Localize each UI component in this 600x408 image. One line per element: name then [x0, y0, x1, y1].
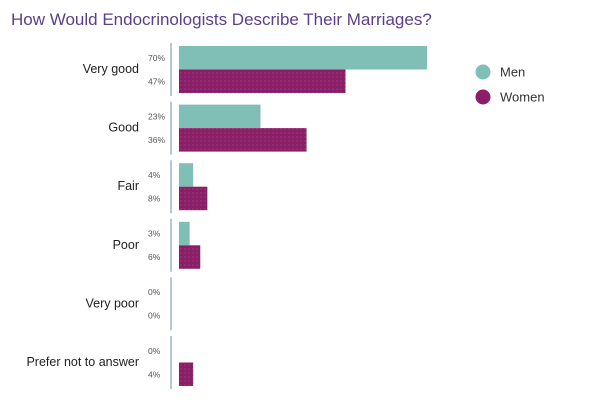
- plot-area: Very good 70% 47% Good 23% 36% Fair 4% 8% Poor 3% 6…: [26, 43, 427, 389]
- bar-texture-women-fair: [179, 186, 208, 211]
- value-label-women-very-good: 47%: [148, 76, 165, 86]
- chart-title: How Would Endocrinologists Describe Thei…: [11, 10, 432, 29]
- bar-men-fair: [179, 163, 194, 187]
- legend-marker-men: [475, 64, 491, 80]
- category-label-poor: Poor: [113, 238, 139, 252]
- value-label-women-good: 36%: [148, 135, 165, 145]
- legend: Men Women: [475, 64, 545, 105]
- value-label-men-very-poor: 0%: [148, 287, 161, 297]
- category-label-fair: Fair: [117, 179, 139, 193]
- value-label-men-good: 23%: [148, 111, 165, 121]
- bar-men-poor: [179, 221, 190, 246]
- legend-label-men: Men: [500, 65, 525, 80]
- value-label-women-prefer-not-to-answer: 4%: [148, 369, 161, 379]
- legend-marker-women: [475, 89, 491, 105]
- bar-men-very-good: [179, 46, 427, 70]
- value-label-men-poor: 3%: [148, 229, 161, 239]
- legend-label-women: Women: [500, 90, 545, 105]
- bar-texture-women-prefer-not-to-answer: [179, 362, 194, 386]
- category-label-very-poor: Very poor: [85, 296, 139, 310]
- category-label-prefer-not-to-answer: Prefer not to answer: [26, 355, 139, 369]
- value-label-men-fair: 4%: [148, 170, 161, 180]
- bar-texture-women-very-good: [179, 69, 346, 93]
- value-label-women-very-poor: 0%: [148, 311, 161, 321]
- value-label-women-fair: 8%: [148, 193, 161, 203]
- value-label-women-poor: 6%: [148, 252, 161, 262]
- bar-texture-women-good: [179, 128, 307, 152]
- category-label-good: Good: [108, 121, 139, 135]
- value-label-men-prefer-not-to-answer: 0%: [148, 346, 161, 356]
- category-label-very-good: Very good: [83, 62, 139, 76]
- bar-men-good: [179, 104, 261, 129]
- bar-texture-women-poor: [179, 245, 201, 269]
- value-label-men-very-good: 70%: [148, 53, 165, 63]
